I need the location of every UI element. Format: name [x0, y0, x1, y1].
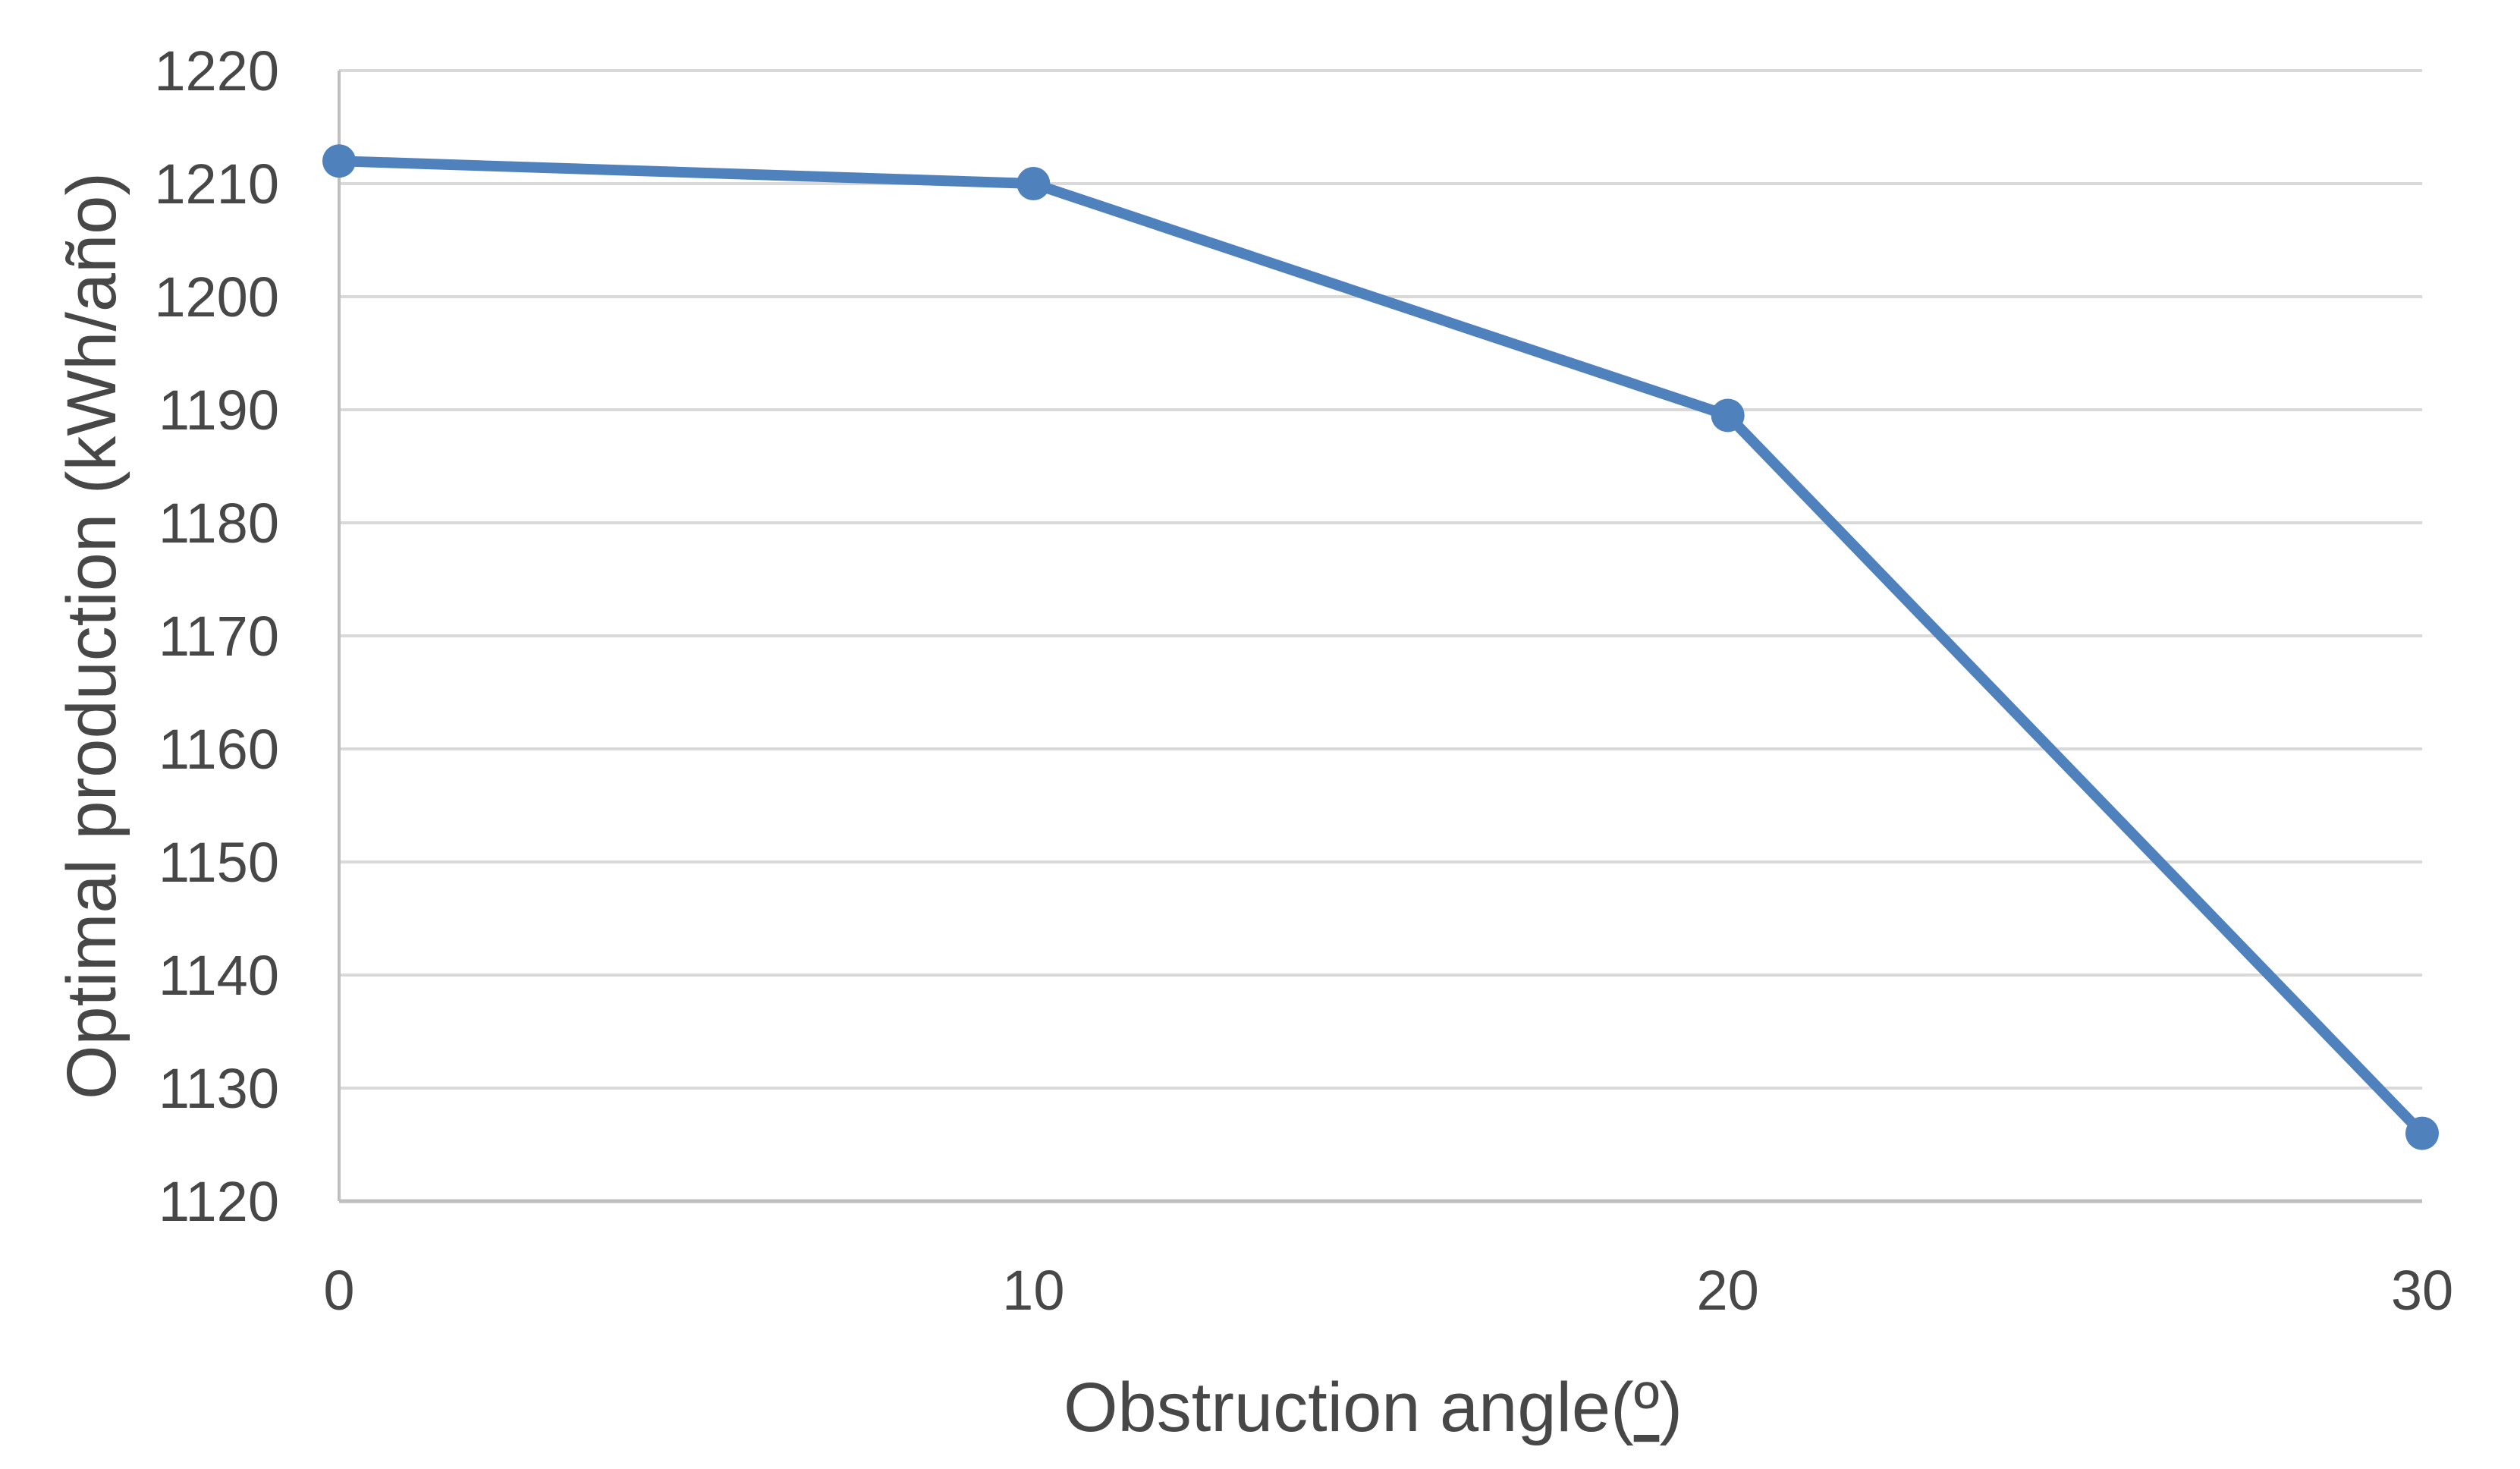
- y-tick-label: 1150: [159, 831, 279, 894]
- x-axis-title-part: ): [1659, 1369, 1683, 1446]
- data-point-marker: [1711, 398, 1745, 433]
- y-tick-label: 1170: [159, 605, 279, 668]
- series-line-group: [334, 156, 2427, 1139]
- data-point-marker: [1016, 167, 1051, 200]
- markers: [322, 144, 2439, 1150]
- y-tick-label: 1160: [159, 718, 279, 781]
- x-tick-label: 10: [1002, 1259, 1064, 1322]
- y-tick-labels: 1220 1210 1200 1190 1180 1170 1160 1150 1140 1130…: [154, 39, 279, 1233]
- series-line: [334, 156, 2427, 1139]
- axis-lines: [338, 71, 2422, 1203]
- x-tick-label: 20: [1697, 1259, 1759, 1322]
- y-tick-label: 1200: [154, 266, 279, 329]
- y-tick-label: 1130: [159, 1057, 279, 1120]
- x-axis-title: Obstruction angle(º): [1064, 1369, 1683, 1446]
- gridlines: [339, 69, 2422, 1090]
- x-tick-label: 0: [323, 1259, 354, 1322]
- y-tick-label: 1120: [159, 1170, 279, 1233]
- x-tick-labels: 0 10 20 30: [323, 1259, 2453, 1322]
- x-axis-title-part: º: [1634, 1369, 1660, 1446]
- y-tick-label: 1190: [159, 379, 279, 442]
- data-point-marker: [2405, 1116, 2439, 1150]
- y-axis-title: Optimal production (kWh/año): [53, 172, 130, 1099]
- y-tick-label: 1220: [154, 39, 279, 102]
- y-tick-label: 1140: [159, 944, 279, 1007]
- y-tick-label: 1210: [154, 153, 279, 215]
- x-tick-label: 30: [2391, 1259, 2453, 1322]
- y-tick-label: 1180: [159, 492, 279, 555]
- data-point-marker: [322, 144, 356, 178]
- x-axis-title-part: Obstruction angle(: [1064, 1369, 1634, 1446]
